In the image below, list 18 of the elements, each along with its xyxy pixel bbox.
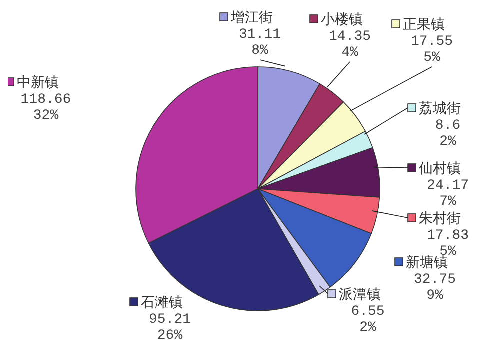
legend-label: 增江街 bbox=[230, 10, 273, 26]
legend-label: 正果镇 bbox=[403, 17, 445, 33]
data-label: 8.6 2% bbox=[435, 118, 461, 150]
legend-label: 石滩镇 bbox=[141, 295, 183, 311]
data-label: 95.21 26% bbox=[148, 312, 192, 344]
legend-label: 仙村镇 bbox=[419, 161, 461, 177]
data-label: 24.17 7% bbox=[426, 178, 470, 210]
legend-label: 派潭镇 bbox=[339, 287, 381, 303]
legend-label: 中新镇 bbox=[17, 75, 59, 91]
data-label: 31.11 8% bbox=[238, 27, 282, 59]
data-label: 6.55 2% bbox=[351, 304, 385, 336]
legend-label: 朱村街 bbox=[419, 211, 461, 227]
data-label: 32.75 9% bbox=[414, 272, 456, 304]
legend-label: 小楼镇 bbox=[321, 12, 363, 28]
legend-label: 荔城街 bbox=[419, 101, 461, 117]
data-label: 118.66 32% bbox=[20, 92, 72, 124]
data-label: 17.55 5% bbox=[410, 34, 454, 66]
data-label: 14.35 4% bbox=[328, 29, 372, 61]
